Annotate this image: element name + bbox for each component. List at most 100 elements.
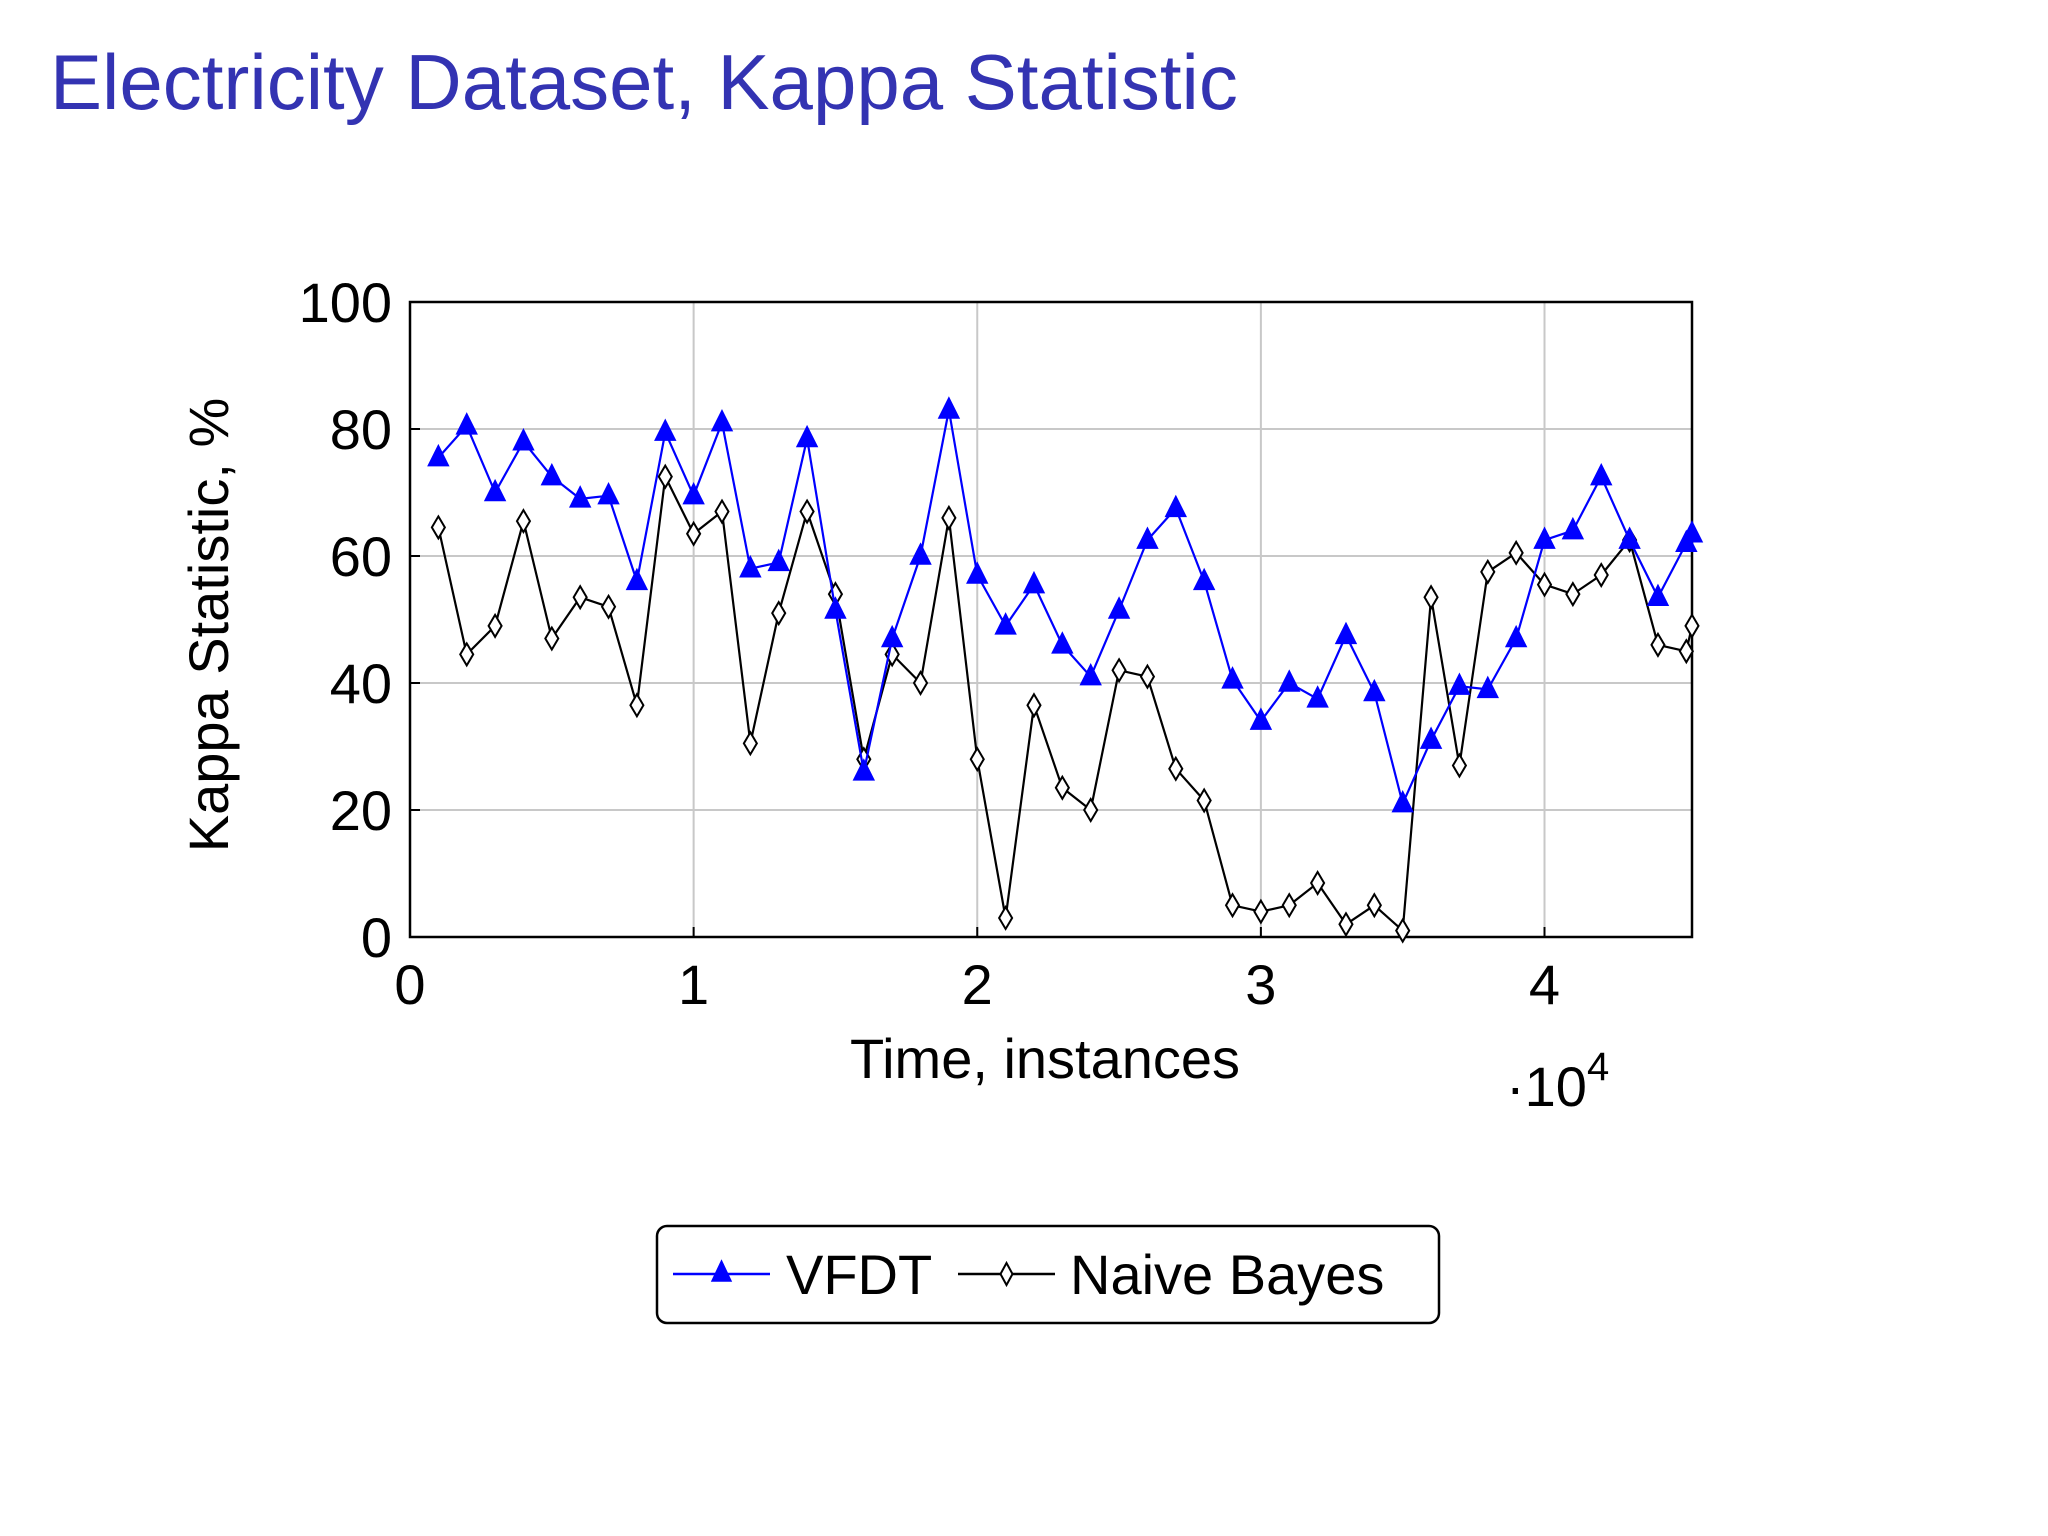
- data-point-vfdt: [1051, 631, 1074, 654]
- data-point-naive-bayes: [714, 498, 730, 525]
- data-point-vfdt: [597, 481, 620, 505]
- series-naive-bayes: [430, 463, 1700, 944]
- data-point-vfdt: [1022, 570, 1046, 594]
- data-point-naive-bayes: [742, 730, 759, 757]
- data-point-vfdt: [880, 624, 904, 648]
- series-layer: [427, 396, 1704, 944]
- y-tick-label: 20: [330, 779, 392, 842]
- data-point-vfdt: [1618, 526, 1641, 549]
- data-point-naive-bayes: [1054, 774, 1071, 801]
- legend-entry-vfdt: VFDT: [673, 1243, 932, 1306]
- data-point-vfdt: [1192, 567, 1216, 591]
- data-point-vfdt: [1334, 621, 1358, 645]
- data-point-vfdt: [455, 412, 478, 435]
- data-point-naive-bayes: [1083, 797, 1099, 823]
- y-tick-label: 40: [330, 652, 392, 715]
- data-point-vfdt: [1363, 678, 1386, 702]
- data-point-naive-bayes: [1678, 638, 1694, 665]
- data-point-naive-bayes: [1508, 539, 1524, 566]
- x-tick-label: 1: [678, 953, 709, 1016]
- data-point-vfdt: [710, 408, 734, 432]
- data-point-vfdt: [682, 481, 705, 505]
- data-point-vfdt: [654, 418, 677, 441]
- y-axis-label: Kappa Statistic, %: [177, 398, 240, 852]
- data-point-naive-bayes: [629, 692, 645, 719]
- data-point-naive-bayes: [1281, 892, 1297, 919]
- data-point-vfdt: [1646, 583, 1670, 607]
- x-tick-label: 0: [394, 953, 425, 1016]
- legend-naive-bayes-label: Naive Bayes: [1070, 1243, 1384, 1306]
- data-point-vfdt: [1680, 520, 1704, 543]
- data-point-vfdt: [909, 542, 932, 565]
- data-point-naive-bayes: [1338, 911, 1354, 938]
- y-tick-label: 100: [299, 271, 392, 334]
- x-tick-label: 2: [962, 953, 993, 1016]
- y-tick-label: 0: [361, 906, 392, 969]
- data-point-vfdt: [937, 396, 961, 419]
- data-point-naive-bayes: [657, 463, 673, 490]
- data-point-vfdt: [1476, 675, 1500, 699]
- data-point-naive-bayes: [1139, 663, 1156, 690]
- series-line-vfdt: [437, 408, 1693, 805]
- data-point-vfdt: [1419, 726, 1443, 749]
- data-point-vfdt: [427, 443, 450, 467]
- data-point-vfdt: [1107, 596, 1131, 619]
- data-point-vfdt: [994, 612, 1017, 635]
- data-point-naive-bayes: [1565, 581, 1581, 608]
- data-point-naive-bayes: [1253, 898, 1269, 925]
- data-point-vfdt: [1533, 526, 1556, 549]
- x-tick-label: 3: [1245, 953, 1276, 1016]
- x-axis-label: Time, instances: [850, 1027, 1240, 1090]
- data-point-naive-bayes: [1480, 558, 1496, 585]
- data-point-vfdt: [1221, 666, 1244, 689]
- data-point-naive-bayes: [771, 600, 787, 627]
- data-point-vfdt: [568, 485, 592, 508]
- data-point-naive-bayes: [1536, 571, 1553, 598]
- data-point-naive-bayes: [1684, 612, 1700, 639]
- data-point-naive-bayes: [997, 904, 1014, 931]
- data-point-vfdt: [1590, 462, 1613, 486]
- data-point-naive-bayes: [459, 641, 475, 668]
- data-point-naive-bayes: [1423, 584, 1439, 611]
- data-point-vfdt: [739, 555, 762, 578]
- data-point-vfdt: [512, 428, 535, 451]
- x-tick-label: 4: [1529, 953, 1560, 1016]
- data-point-vfdt: [1561, 516, 1585, 540]
- data-point-vfdt: [1136, 526, 1159, 549]
- data-point-naive-bayes: [1224, 892, 1241, 919]
- data-point-vfdt: [852, 758, 876, 781]
- data-point-vfdt: [767, 548, 790, 572]
- x-multiplier-exponent: 4: [1587, 1045, 1609, 1089]
- data-point-naive-bayes: [1111, 657, 1127, 684]
- data-point-vfdt: [540, 462, 564, 486]
- data-point-vfdt: [824, 596, 847, 619]
- series-vfdt: [427, 396, 1704, 813]
- x-multiplier-base: ·10: [1506, 1055, 1587, 1118]
- y-tick-label: 60: [330, 525, 392, 588]
- data-point-vfdt: [1079, 662, 1102, 686]
- data-point-naive-bayes: [1366, 892, 1382, 919]
- data-point-naive-bayes: [1395, 917, 1411, 944]
- data-point-naive-bayes: [1451, 752, 1468, 779]
- data-point-vfdt: [1306, 685, 1329, 708]
- data-point-naive-bayes: [572, 584, 588, 611]
- y-tick-label: 80: [330, 398, 392, 461]
- data-point-vfdt: [625, 567, 649, 591]
- data-point-vfdt: [966, 561, 989, 584]
- data-point-naive-bayes: [685, 520, 702, 547]
- data-point-vfdt: [1504, 624, 1528, 648]
- data-point-vfdt: [1448, 672, 1471, 695]
- data-point-naive-bayes: [430, 514, 447, 541]
- data-point-vfdt: [483, 478, 507, 502]
- legend: VFDT Naive Bayes: [655, 1224, 1441, 1325]
- data-point-naive-bayes: [941, 504, 957, 531]
- data-point-naive-bayes: [912, 670, 929, 696]
- series-line-naive-bayes: [437, 475, 1694, 932]
- legend-vfdt-marker: [710, 1259, 733, 1282]
- data-point-naive-bayes: [799, 498, 815, 525]
- data-point-naive-bayes: [600, 593, 617, 620]
- data-point-naive-bayes: [1168, 755, 1184, 782]
- legend-nb-marker: [999, 1260, 1014, 1288]
